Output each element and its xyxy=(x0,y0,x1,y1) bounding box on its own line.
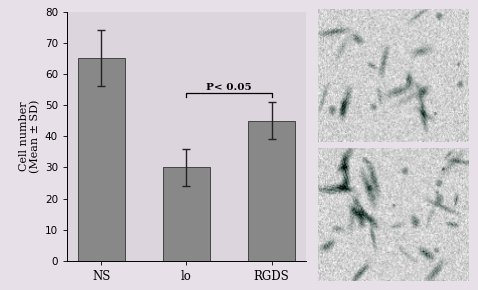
Y-axis label: Cell number
(Mean ± SD): Cell number (Mean ± SD) xyxy=(19,99,41,173)
Bar xyxy=(248,121,295,261)
Bar xyxy=(163,168,210,261)
Bar xyxy=(78,58,125,261)
Text: P< 0.05: P< 0.05 xyxy=(206,83,252,92)
